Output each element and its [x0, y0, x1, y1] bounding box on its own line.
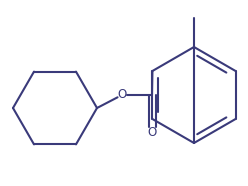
Text: O: O: [117, 89, 127, 102]
Text: O: O: [147, 126, 157, 139]
